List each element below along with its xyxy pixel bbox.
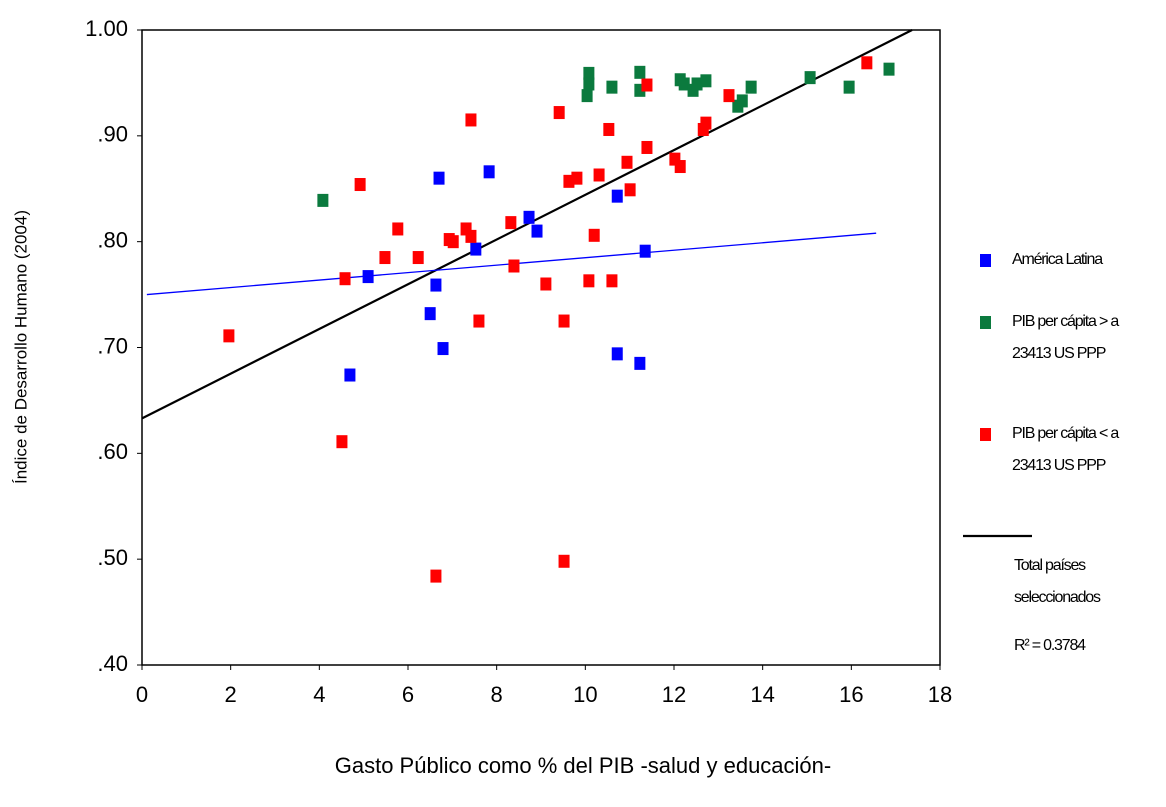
point	[583, 77, 595, 91]
point	[571, 171, 583, 185]
point	[861, 56, 873, 70]
point	[483, 165, 495, 179]
x-tick-label: 4	[313, 682, 325, 707]
point	[424, 307, 436, 321]
point	[581, 89, 593, 103]
trend-line	[141, 29, 913, 420]
point	[583, 274, 595, 288]
point	[523, 210, 535, 224]
point	[691, 77, 703, 91]
y-tick-label: .60	[97, 439, 128, 464]
point	[465, 113, 477, 127]
point	[606, 80, 618, 94]
plot-area	[141, 29, 941, 666]
point	[223, 329, 235, 343]
legend-marker	[980, 316, 991, 329]
point	[354, 178, 366, 192]
point	[540, 277, 552, 291]
legend-label: América Latina	[1012, 251, 1103, 268]
x-tick-label: 14	[750, 682, 774, 707]
point	[470, 242, 482, 256]
point	[700, 116, 712, 130]
y-tick-label: .40	[97, 651, 128, 676]
y-tick-label: .50	[97, 545, 128, 570]
point	[433, 171, 445, 185]
x-tick-label: 6	[402, 682, 414, 707]
x-tick-label: 16	[839, 682, 863, 707]
point	[339, 272, 351, 286]
point	[379, 251, 391, 265]
point	[430, 569, 442, 583]
point	[317, 193, 329, 207]
point	[611, 189, 623, 203]
point	[804, 71, 816, 85]
point	[460, 222, 472, 236]
point	[558, 314, 570, 328]
point	[473, 314, 485, 328]
y-tick-label: .80	[97, 227, 128, 252]
legend-marker	[980, 428, 991, 441]
point	[558, 554, 570, 568]
point	[674, 160, 686, 174]
trend-annotation: R² = 0.3784	[1014, 637, 1086, 654]
point	[392, 222, 404, 236]
point	[336, 435, 348, 449]
point	[508, 259, 520, 273]
point	[745, 80, 757, 94]
y-tick-label: .70	[97, 333, 128, 358]
point	[583, 66, 595, 80]
point	[553, 106, 565, 120]
point	[505, 216, 517, 230]
point	[588, 228, 600, 242]
x-tick-label: 12	[662, 682, 686, 707]
legend-label: PIB per cápita > a 23413 US PPP	[1012, 313, 1119, 362]
legend-label: Total países seleccionados	[1014, 557, 1101, 606]
x-tick-label: 10	[573, 682, 597, 707]
point	[437, 342, 449, 356]
point	[362, 270, 374, 284]
point	[621, 155, 633, 169]
legend-label: PIB per cápita < a 23413 US PPP	[1012, 425, 1119, 474]
y-axis-label: Índice de Desarrollo Humano (2004)	[11, 210, 30, 484]
y-tick-label: 1.00	[85, 16, 128, 41]
x-tick-label: 2	[225, 682, 237, 707]
x-tick-label: 18	[928, 682, 952, 707]
point	[603, 122, 615, 136]
x-tick-label: 0	[136, 682, 148, 707]
point	[465, 229, 477, 243]
point	[531, 224, 543, 238]
x-axis-label: Gasto Público como % del PIB -salud y ed…	[335, 753, 831, 778]
point	[634, 83, 646, 97]
point	[606, 274, 618, 288]
point	[611, 347, 623, 361]
y-tick-label: .90	[97, 122, 128, 147]
point	[678, 77, 690, 91]
x-tick-label: 8	[491, 682, 503, 707]
point	[634, 65, 646, 79]
point	[843, 80, 855, 94]
point	[624, 183, 636, 197]
point	[641, 78, 653, 92]
point	[883, 62, 895, 76]
point	[639, 244, 651, 258]
point	[593, 168, 605, 182]
point	[669, 152, 681, 166]
point	[344, 368, 356, 382]
point	[447, 235, 459, 249]
point	[563, 174, 575, 188]
point	[736, 94, 748, 108]
point	[412, 251, 424, 265]
point	[430, 278, 442, 292]
legend-marker	[980, 254, 991, 267]
point	[723, 89, 735, 103]
point	[641, 140, 653, 154]
point	[634, 356, 646, 370]
point	[700, 74, 712, 88]
